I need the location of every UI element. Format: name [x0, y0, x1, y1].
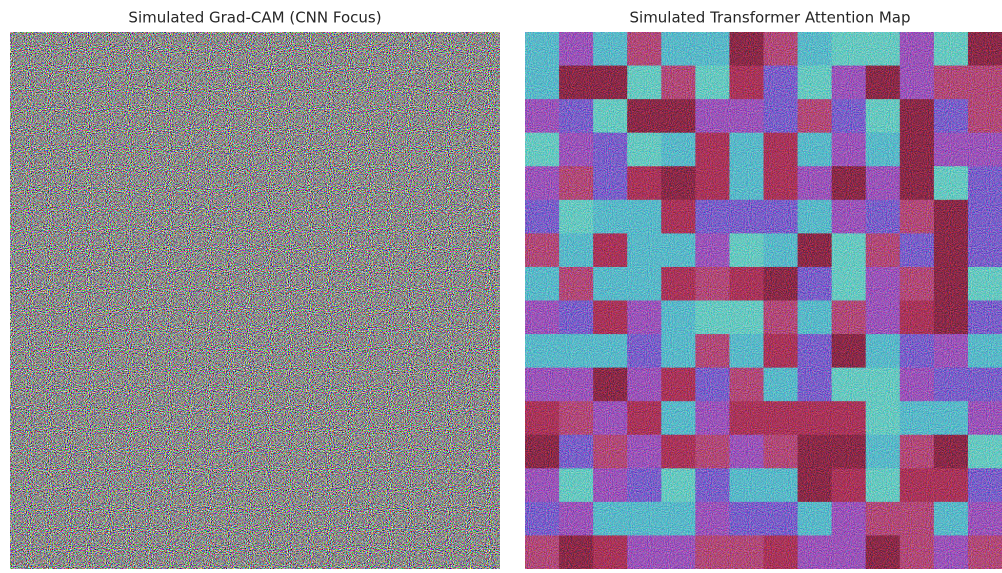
gradcam-image — [10, 32, 500, 569]
panel-title: Simulated Grad-CAM (CNN Focus) — [128, 9, 381, 27]
page: {"panels": [ {"title": "Simulated Grad-C… — [0, 0, 1002, 569]
figure: Simulated Grad-CAM (CNN Focus) Simulated… — [0, 0, 1002, 569]
attention-noise — [525, 32, 1002, 569]
panel-title: Simulated Transformer Attention Map — [630, 9, 911, 27]
